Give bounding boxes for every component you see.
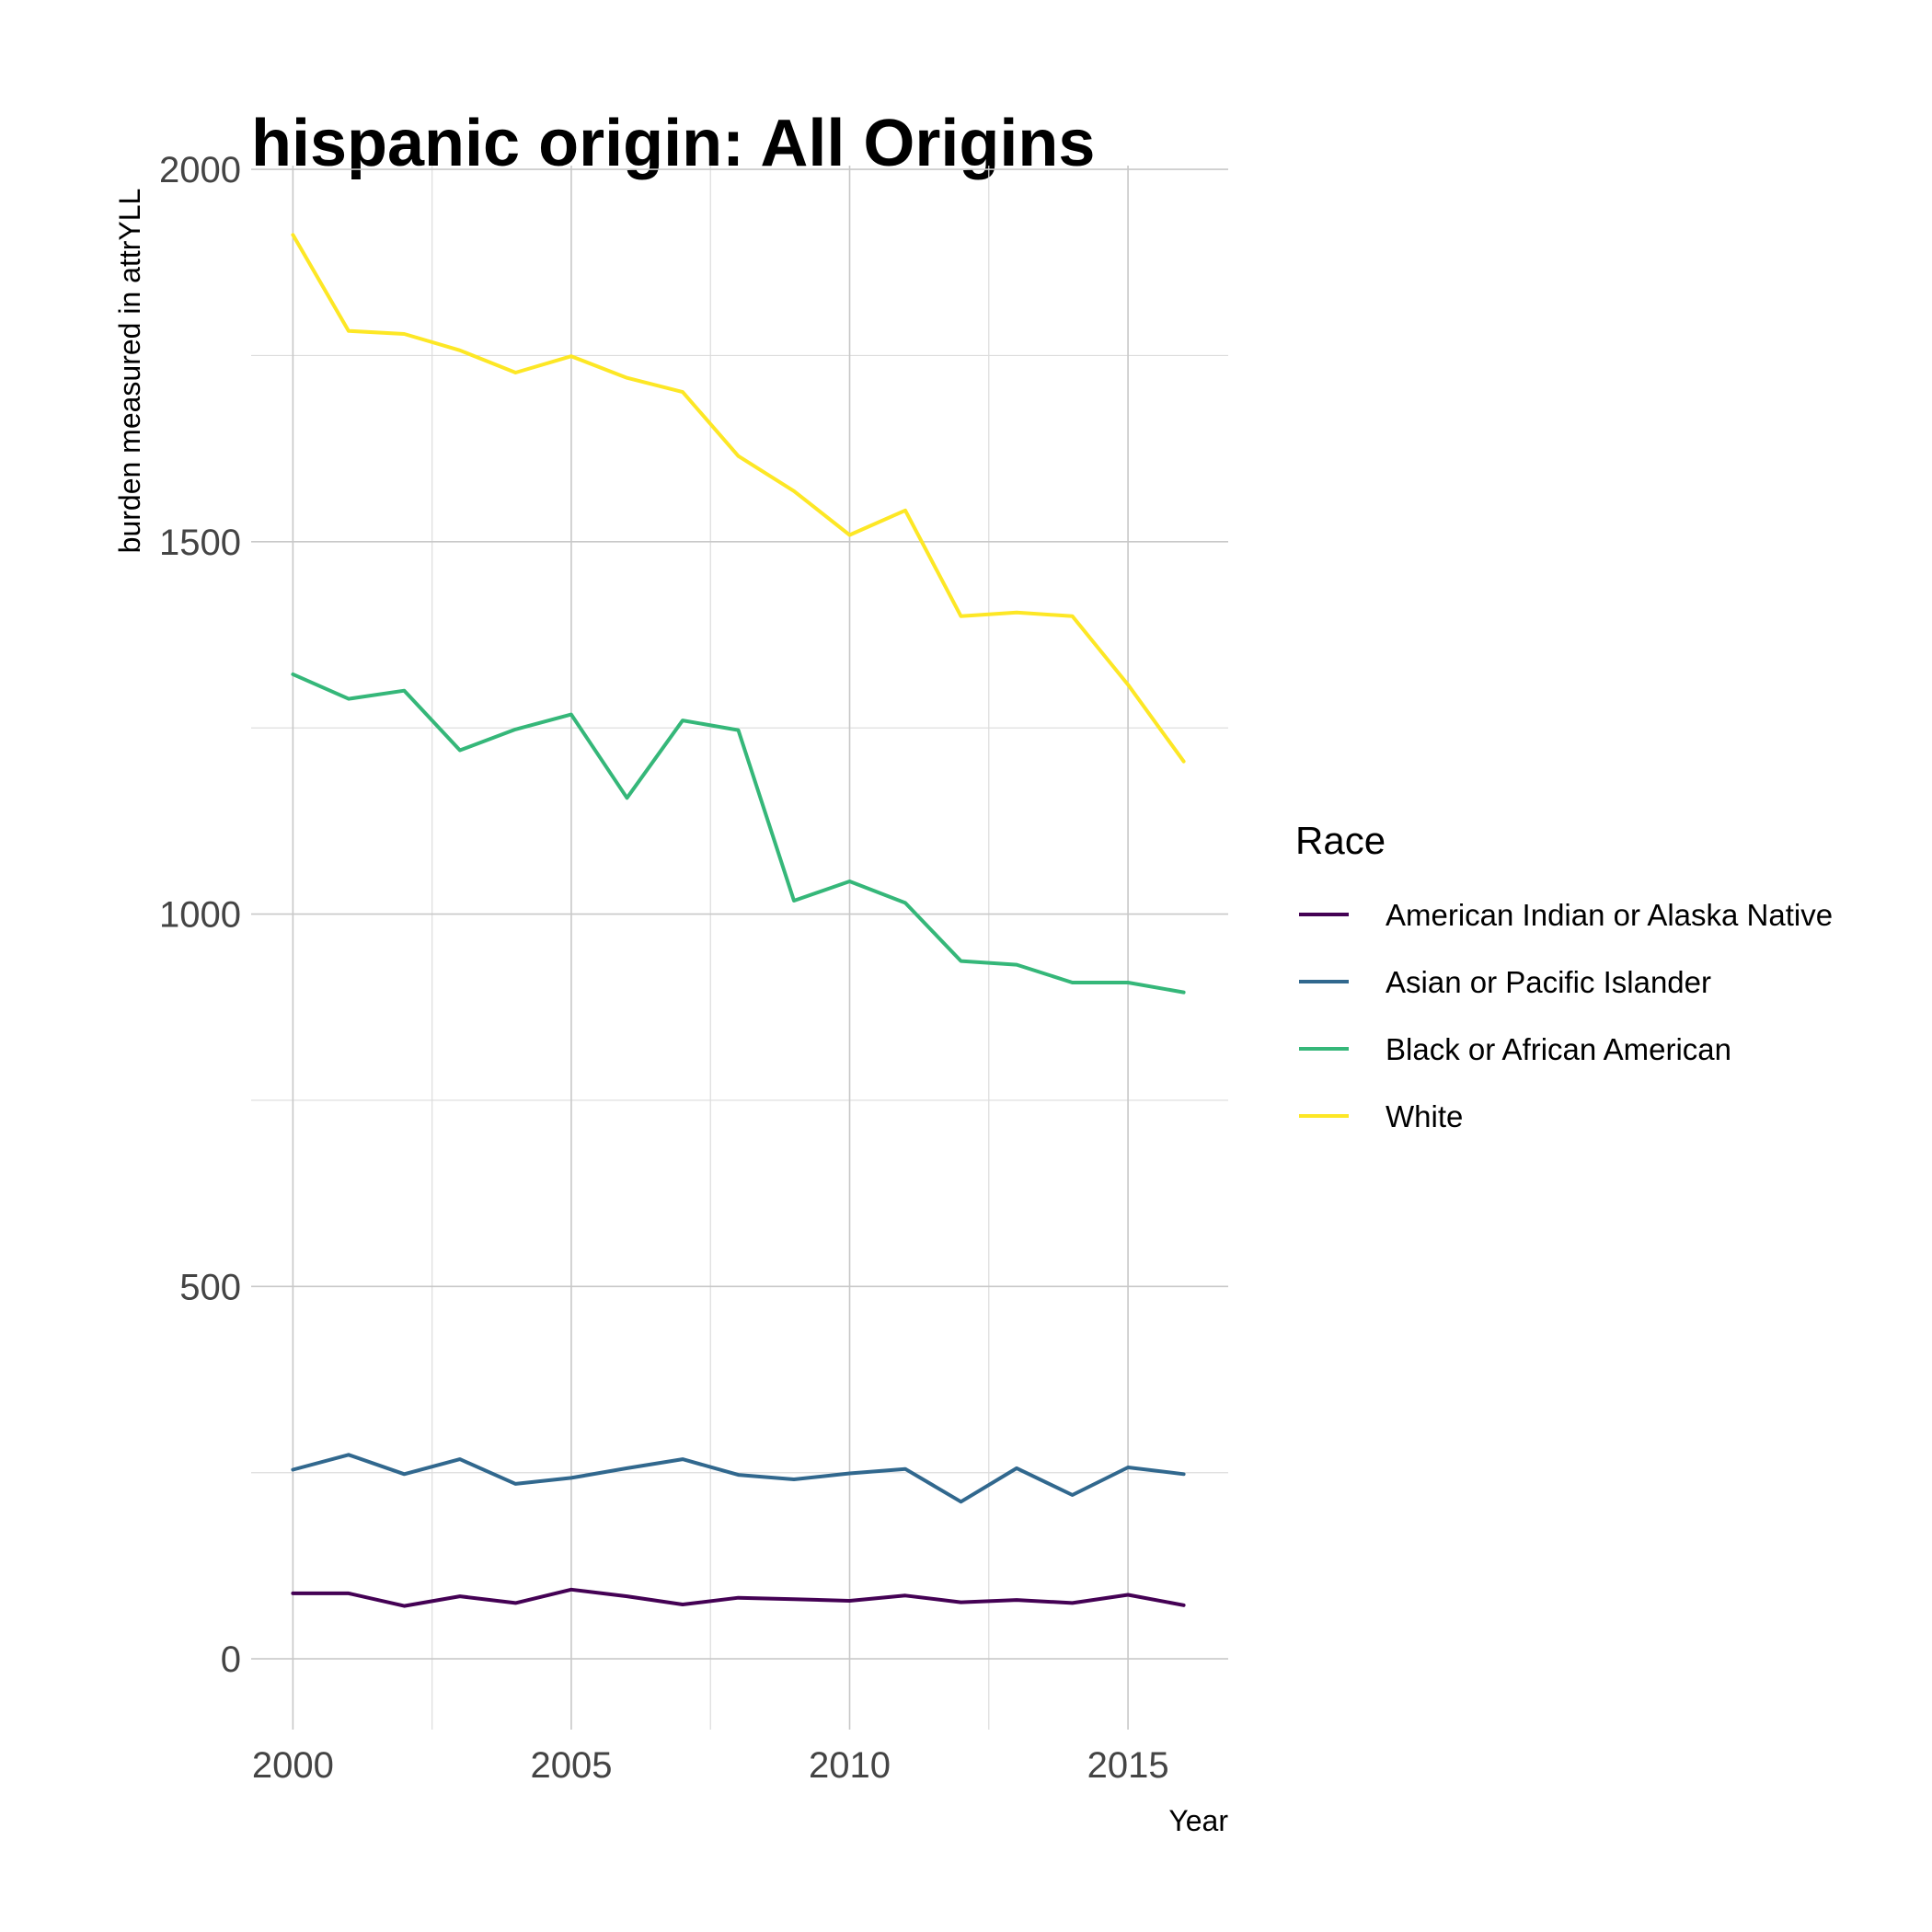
x-tick-label: 2015 xyxy=(1087,1745,1169,1786)
y-axis-title: burden measured in attrYLL xyxy=(113,189,146,554)
legend-label: American Indian or Alaska Native xyxy=(1386,898,1833,932)
y-tick-label: 500 xyxy=(179,1267,241,1307)
y-tick-label: 1500 xyxy=(159,523,241,563)
legend-label: Asian or Pacific Islander xyxy=(1386,965,1711,999)
grid xyxy=(251,166,1228,1730)
legend-items: American Indian or Alaska Native Asian or… xyxy=(1299,898,1833,1133)
x-tick-label: 2000 xyxy=(252,1745,334,1786)
series-line xyxy=(291,233,1186,764)
x-tick-label: 2010 xyxy=(809,1745,891,1786)
y-tick-label: 1000 xyxy=(159,895,241,936)
legend: Race American Indian or Alaska Native Asi… xyxy=(1295,819,1833,1133)
y-tick-label: 0 xyxy=(221,1639,241,1680)
series-line xyxy=(291,1453,1186,1504)
legend-label: Black or African American xyxy=(1386,1032,1731,1066)
series-line xyxy=(291,672,1186,995)
x-axis-title: Year xyxy=(1168,1804,1228,1837)
legend-title: Race xyxy=(1295,819,1386,862)
y-axis-ticks: 0 500 1000 1500 2000 xyxy=(159,150,241,1680)
chart-title: hispanic origin: All Origins xyxy=(251,107,1095,180)
y-tick-label: 2000 xyxy=(159,150,241,190)
x-tick-label: 2005 xyxy=(530,1745,612,1786)
series-line xyxy=(291,1587,1186,1608)
legend-label: White xyxy=(1386,1099,1463,1133)
series-lines xyxy=(291,233,1186,1608)
x-axis-ticks: 2000 2005 2010 2015 xyxy=(252,1745,1169,1786)
